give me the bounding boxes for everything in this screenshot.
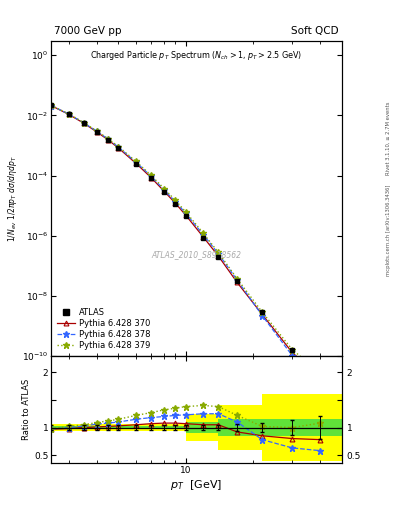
Text: mcplots.cern.ch [arXiv:1306.3436]: mcplots.cern.ch [arXiv:1306.3436] [386, 185, 391, 276]
Y-axis label: $1/N_{ev}\ 1/2\pi p_T\ d\sigma/d\eta dp_T$: $1/N_{ev}\ 1/2\pi p_T\ d\sigma/d\eta dp_… [6, 155, 19, 242]
Legend: ATLAS, Pythia 6.428 370, Pythia 6.428 378, Pythia 6.428 379: ATLAS, Pythia 6.428 370, Pythia 6.428 37… [53, 305, 153, 353]
Text: 7000 GeV pp: 7000 GeV pp [54, 26, 121, 36]
Text: Soft QCD: Soft QCD [291, 26, 339, 36]
Text: Charged Particle $p_T$ Spectrum ($N_{ch} > 1$, $p_T > 2.5$ GeV): Charged Particle $p_T$ Spectrum ($N_{ch}… [90, 49, 303, 62]
X-axis label: $p_T$  [GeV]: $p_T$ [GeV] [171, 478, 222, 492]
Text: Rivet 3.1.10, ≥ 2.7M events: Rivet 3.1.10, ≥ 2.7M events [386, 101, 391, 175]
Y-axis label: Ratio to ATLAS: Ratio to ATLAS [22, 379, 31, 440]
Text: ATLAS_2010_S8918562: ATLAS_2010_S8918562 [151, 250, 242, 260]
